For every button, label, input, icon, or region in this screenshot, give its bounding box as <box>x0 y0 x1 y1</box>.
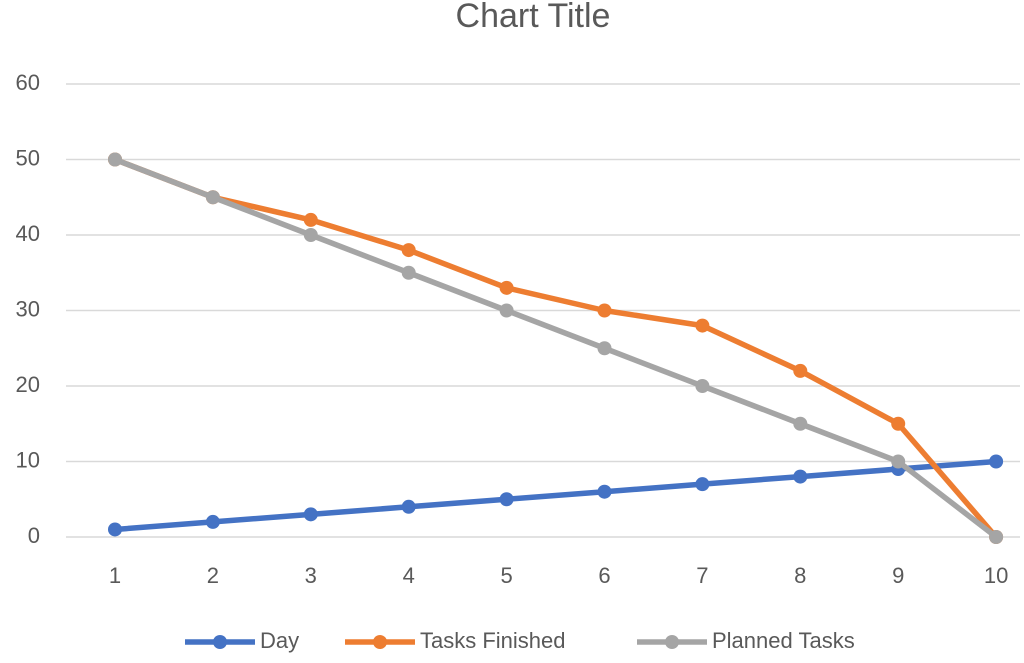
marker <box>401 499 416 514</box>
marker <box>793 416 808 431</box>
x-tick-label: 6 <box>598 563 610 588</box>
marker <box>303 228 318 242</box>
marker <box>793 363 808 378</box>
marker <box>597 484 612 499</box>
y-tick-label: 20 <box>16 372 40 397</box>
x-tick-label: 2 <box>207 563 219 588</box>
series-line <box>114 458 997 533</box>
marker <box>989 454 1004 469</box>
legend-marker <box>373 635 387 649</box>
marker <box>205 514 220 529</box>
legend-label: Tasks Finished <box>420 628 566 653</box>
y-tick-label: 40 <box>16 221 40 246</box>
x-tick-label: 3 <box>305 563 317 588</box>
marker <box>793 469 808 484</box>
marker <box>499 303 514 318</box>
marker <box>108 522 122 537</box>
x-tick-label: 1 <box>109 563 121 588</box>
marker <box>303 212 318 227</box>
x-tick-label: 5 <box>500 563 512 588</box>
chart-title: Chart Title <box>456 0 611 35</box>
marker <box>108 152 122 167</box>
marker <box>401 243 416 258</box>
x-tick-label: 8 <box>794 563 806 588</box>
y-tick-label: 50 <box>16 145 40 170</box>
marker <box>499 492 514 507</box>
legend-label: Planned Tasks <box>712 628 855 653</box>
marker <box>695 477 710 492</box>
x-tick-label: 4 <box>403 563 415 588</box>
series-line <box>114 156 998 540</box>
y-tick-label: 60 <box>16 70 40 95</box>
marker <box>205 190 220 205</box>
legend-label: Day <box>260 628 299 653</box>
marker <box>695 379 710 393</box>
marker <box>303 507 318 522</box>
marker <box>401 265 416 280</box>
x-tick-label: 9 <box>892 563 904 588</box>
y-tick-label: 10 <box>16 447 40 472</box>
x-tick-label: 10 <box>984 563 1008 588</box>
legend-marker <box>213 635 227 649</box>
marker <box>597 341 612 356</box>
marker <box>891 416 906 431</box>
marker <box>891 454 906 469</box>
y-tick-label: 30 <box>16 296 40 321</box>
marker <box>695 318 710 333</box>
marker <box>499 280 514 295</box>
x-tick-label: 7 <box>696 563 708 588</box>
marker <box>989 530 1004 544</box>
series-line <box>114 156 999 539</box>
y-tick-label: 0 <box>28 523 40 548</box>
marker <box>597 303 612 318</box>
legend-marker <box>665 635 679 649</box>
